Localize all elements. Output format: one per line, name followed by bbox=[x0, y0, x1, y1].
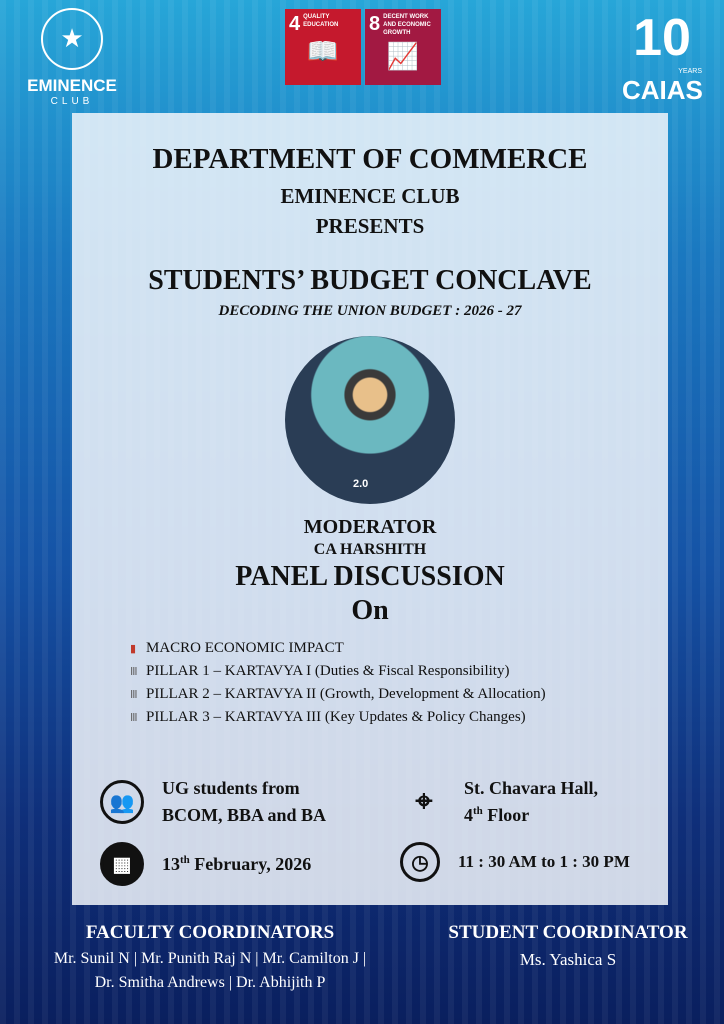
book-icon: 📖 bbox=[306, 36, 340, 66]
faculty-line2: Dr. Smitha Andrews | Dr. Abhijith P bbox=[94, 974, 326, 991]
audience-line1: UG students from bbox=[162, 778, 300, 798]
topic-item: Ⅲ PILLAR 1 – KARTAVYA I (Duties & Fiscal … bbox=[130, 660, 668, 683]
date-day: 13 bbox=[162, 853, 180, 874]
logo-sub: CLUB bbox=[50, 96, 94, 107]
venue-floor: 4 bbox=[464, 805, 473, 825]
presents-text: PRESENTS bbox=[315, 214, 425, 238]
audience-info: 👥 UG students from BCOM, BBA and BA bbox=[100, 778, 326, 826]
sdg4-label: QUALITY EDUCATION bbox=[303, 14, 339, 28]
clock-icon: ◷ bbox=[400, 842, 440, 882]
faculty-title: FACULTY COORDINATORS bbox=[85, 922, 335, 943]
topic-item: ▮ MACRO ECONOMIC IMPACT bbox=[130, 637, 668, 660]
sdg4-badge: 4 QUALITY EDUCATION 📖 bbox=[285, 9, 361, 85]
event-title: STUDENTS’ BUDGET CONCLAVE bbox=[148, 265, 592, 296]
faculty-coordinators: FACULTY COORDINATORS Mr. Sunil N | Mr. P… bbox=[0, 922, 420, 992]
caias-name: CAIAS bbox=[622, 75, 703, 105]
logo-name: EMINENCE bbox=[27, 76, 117, 95]
audience-line2: BCOM, BBA and BA bbox=[162, 805, 327, 825]
faculty-line1: Mr. Sunil N | Mr. Punith Raj N | Mr. Cam… bbox=[53, 950, 367, 967]
panel-title: PANEL DISCUSSION bbox=[235, 561, 505, 592]
content-panel: DEPARTMENT OF COMMERCE EMINENCE CLUB PRE… bbox=[72, 113, 668, 905]
sdg8-label: DECENT WORK AND ECONOMIC GROWTH bbox=[383, 14, 431, 36]
topic-text: PILLAR 3 – KARTAVYA III (Key Updates & P… bbox=[146, 709, 526, 725]
location-pin-icon: ⌖ bbox=[415, 785, 433, 818]
club-emblem-icon: ★ bbox=[41, 8, 103, 70]
on-label: On bbox=[351, 595, 389, 626]
topic-text: PILLAR 2 – KARTAVYA II (Growth, Developm… bbox=[146, 686, 546, 702]
topic-item: Ⅲ PILLAR 3 – KARTAVYA III (Key Updates & … bbox=[130, 706, 668, 729]
moderator-photo: 2.0 bbox=[285, 336, 455, 504]
topic-item: Ⅲ PILLAR 2 – KARTAVYA II (Growth, Develop… bbox=[130, 683, 668, 706]
venue-line1: St. Chavara Hall, bbox=[464, 778, 599, 798]
date-sup: th bbox=[180, 853, 190, 866]
growth-chart-icon: 📈 bbox=[386, 41, 420, 71]
department-title: DEPARTMENT OF COMMERCE bbox=[152, 143, 588, 175]
event-subtitle: DECODING THE UNION BUDGET : 2026 - 27 bbox=[218, 303, 522, 319]
time-info: ◷ 11 : 30 AM to 1 : 30 PM bbox=[400, 842, 630, 882]
pillar-icon: Ⅲ bbox=[130, 712, 138, 724]
date-rest: February, 2026 bbox=[189, 853, 312, 874]
caias-logo: 10 YEARS CAIAS bbox=[622, 8, 703, 106]
topic-text: PILLAR 1 – KARTAVYA I (Duties & Fiscal R… bbox=[146, 663, 510, 679]
pillar-icon: Ⅲ bbox=[130, 689, 138, 701]
sdg4-number: 4 bbox=[289, 13, 301, 35]
venue-floor-rest: Floor bbox=[482, 805, 530, 825]
student-name: Ms. Yashica S bbox=[519, 950, 617, 969]
topic-text: MACRO ECONOMIC IMPACT bbox=[146, 640, 344, 656]
pillar-icon: Ⅲ bbox=[130, 666, 138, 678]
anniversary-years: YEARS bbox=[678, 68, 702, 75]
eminence-club-logo: ★ EMINENCE CLUB bbox=[22, 8, 122, 107]
moderator-label: MODERATOR bbox=[303, 516, 437, 538]
venue-info: ⌖ St. Chavara Hall, 4th Floor bbox=[402, 778, 598, 826]
date-info: ▦ 13th February, 2026 bbox=[100, 842, 311, 886]
topic-list: ▮ MACRO ECONOMIC IMPACT Ⅲ PILLAR 1 – KARTA… bbox=[130, 637, 668, 729]
sdg8-number: 8 bbox=[369, 13, 381, 35]
group-icon: 👥 bbox=[100, 780, 144, 824]
sdg8-badge: 8 DECENT WORK AND ECONOMIC GROWTH 📈 bbox=[365, 9, 441, 85]
photo-badge: 2.0 bbox=[353, 478, 369, 490]
student-coordinator: STUDENT COORDINATOR Ms. Yashica S bbox=[420, 922, 716, 970]
student-title: STUDENT COORDINATOR bbox=[448, 922, 688, 943]
anniversary-number: 10 bbox=[633, 9, 691, 67]
venue-floor-sup: th bbox=[473, 805, 483, 817]
club-name: EMINENCE CLUB bbox=[280, 184, 460, 208]
calendar-icon: ▦ bbox=[100, 842, 144, 886]
bar-chart-icon: ▮ bbox=[130, 643, 137, 655]
time-text: 11 : 30 AM to 1 : 30 PM bbox=[458, 852, 630, 871]
moderator-name: CA HARSHITH bbox=[313, 541, 427, 558]
